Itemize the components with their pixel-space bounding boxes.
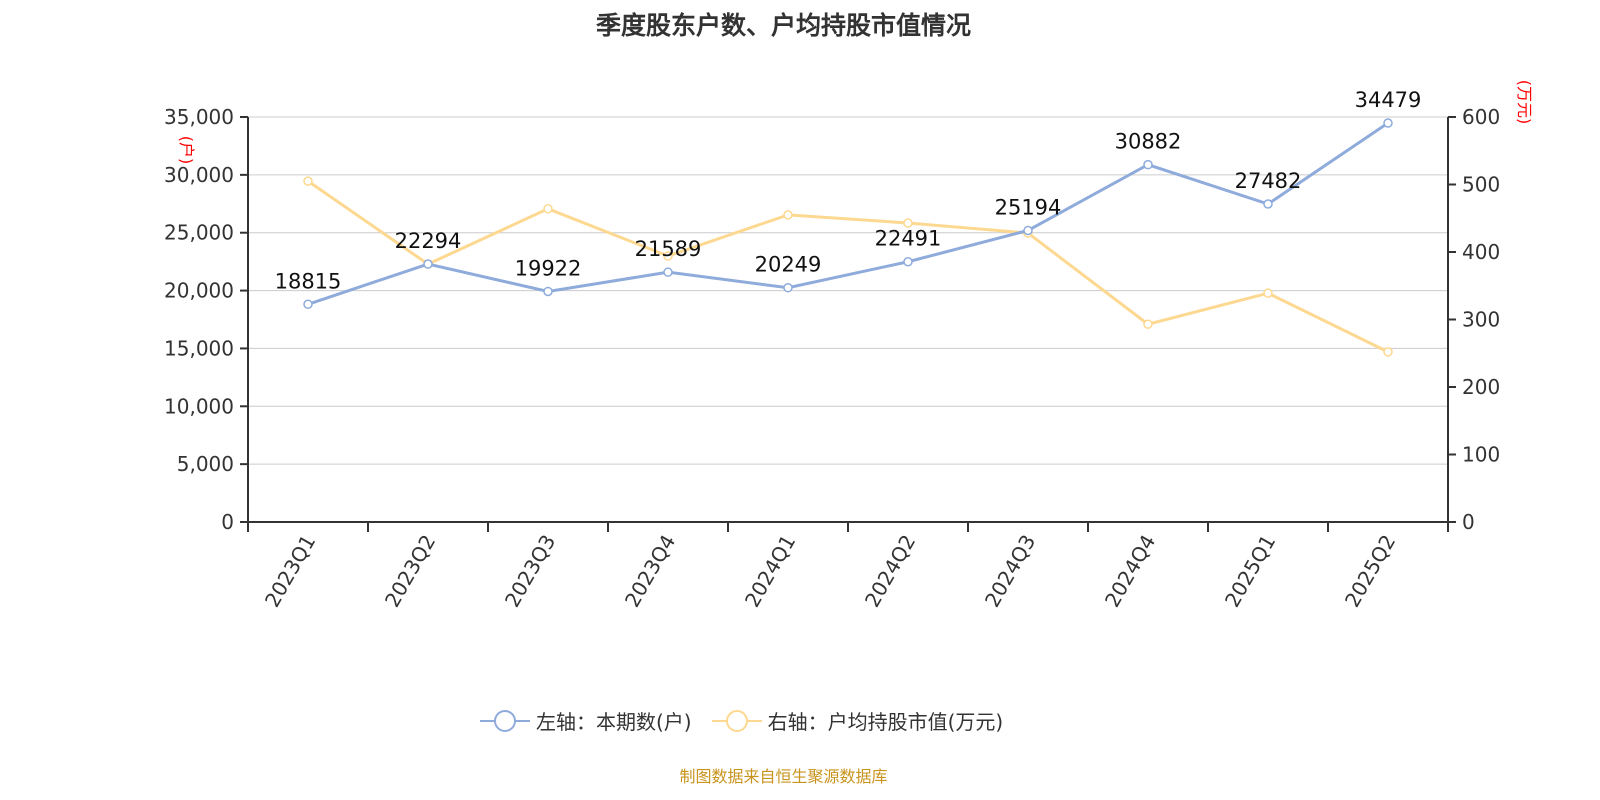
legend-item-right[interactable]: 右轴：户均持股市值(万元) bbox=[711, 706, 1004, 735]
legend-label: 左轴：本期数(户) bbox=[536, 710, 692, 734]
data-label: 34479 bbox=[1355, 88, 1422, 112]
data-point bbox=[543, 204, 553, 214]
left-tick-label: 25,000 bbox=[164, 221, 234, 245]
left-tick-label: 30,000 bbox=[164, 163, 234, 187]
data-label: 30882 bbox=[1115, 130, 1182, 154]
data-label: 21589 bbox=[635, 237, 702, 261]
data-point bbox=[903, 256, 913, 267]
right-tick-label: 300 bbox=[1462, 308, 1500, 332]
legend-item-left[interactable]: 左轴：本期数(户) bbox=[480, 706, 692, 735]
data-point bbox=[1383, 118, 1393, 128]
x-tick-label: 2025Q2 bbox=[1340, 531, 1400, 612]
x-tick-label: 2024Q4 bbox=[1100, 531, 1160, 612]
left-tick-label: 10,000 bbox=[164, 394, 234, 418]
chart-title: 季度股东户数、户均持股市值情况 bbox=[595, 11, 971, 40]
data-point bbox=[663, 251, 673, 261]
x-tick-label: 2023Q3 bbox=[500, 531, 560, 612]
data-point bbox=[783, 282, 793, 293]
x-tick-label: 2024Q2 bbox=[860, 531, 920, 612]
data-label: 25194 bbox=[995, 195, 1062, 219]
source-note: 制图数据来自恒生聚源数据库 bbox=[679, 767, 888, 786]
data-label: 19922 bbox=[515, 256, 582, 280]
left-tick-label: 35,000 bbox=[164, 105, 234, 129]
data-point bbox=[783, 210, 793, 220]
series-line bbox=[307, 121, 1389, 306]
right-tick-label: 100 bbox=[1462, 443, 1500, 467]
x-tick-label: 2024Q3 bbox=[980, 531, 1040, 612]
x-tick-label: 2025Q1 bbox=[1220, 531, 1280, 612]
x-tick-label: 2023Q1 bbox=[260, 531, 320, 612]
left-axis-label: (户) bbox=[177, 136, 196, 165]
data-label: 18815 bbox=[275, 269, 342, 293]
right-tick-label: 200 bbox=[1462, 375, 1500, 399]
data-point bbox=[1023, 225, 1033, 236]
data-label: 20249 bbox=[755, 253, 822, 277]
data-label: 27482 bbox=[1235, 169, 1302, 193]
data-point bbox=[303, 176, 313, 186]
data-point bbox=[1263, 288, 1273, 298]
left-tick-label: 5,000 bbox=[177, 452, 234, 476]
data-point bbox=[903, 218, 913, 228]
data-point bbox=[1143, 159, 1153, 170]
x-tick-label: 2023Q4 bbox=[620, 531, 680, 612]
data-label: 22294 bbox=[395, 229, 462, 253]
legend-label: 右轴：户均持股市值(万元) bbox=[767, 710, 1004, 734]
data-point bbox=[303, 299, 313, 310]
x-tick-label: 2023Q2 bbox=[380, 531, 440, 612]
right-tick-label: 500 bbox=[1462, 173, 1500, 197]
right-tick-label: 600 bbox=[1462, 105, 1500, 129]
series-line bbox=[307, 179, 1389, 354]
data-point bbox=[543, 286, 553, 297]
data-point bbox=[1263, 199, 1273, 209]
data-point bbox=[423, 259, 433, 269]
data-point bbox=[1383, 347, 1393, 357]
right-tick-label: 0 bbox=[1462, 510, 1475, 534]
left-tick-label: 0 bbox=[221, 510, 234, 534]
right-tick-label: 400 bbox=[1462, 240, 1500, 264]
right-axis-label: (万元) bbox=[1515, 80, 1534, 125]
data-point bbox=[663, 267, 673, 277]
left-tick-label: 20,000 bbox=[164, 279, 234, 303]
data-point bbox=[1143, 319, 1153, 329]
x-tick-label: 2024Q1 bbox=[740, 531, 800, 612]
data-label: 22491 bbox=[875, 227, 942, 251]
legend: 左轴：本期数(户) 右轴：户均持股市值(万元) bbox=[480, 706, 1023, 735]
left-tick-label: 15,000 bbox=[164, 336, 234, 360]
